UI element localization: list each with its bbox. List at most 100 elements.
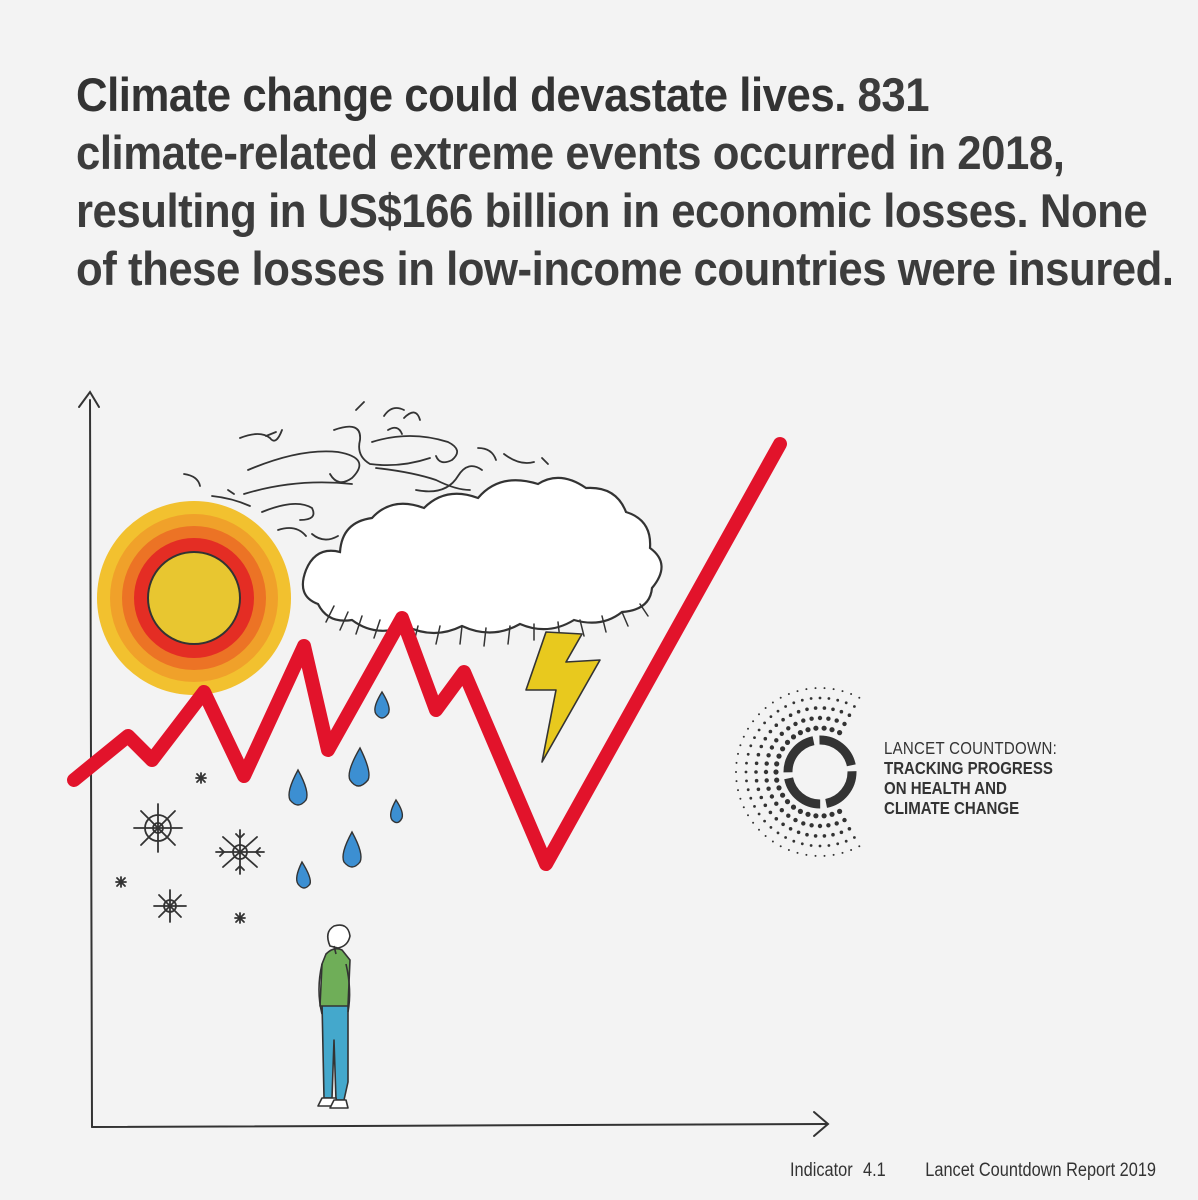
person-shirt — [319, 947, 351, 1007]
logo-dot — [776, 709, 780, 713]
snowflake-icon — [215, 829, 265, 875]
logo-dot — [837, 730, 843, 736]
logo-dot — [805, 832, 809, 837]
logo-dot — [847, 827, 852, 831]
logo-dot — [784, 705, 787, 708]
logo-dot — [831, 707, 835, 712]
logo-dot — [836, 698, 840, 702]
logo-dot — [774, 817, 779, 821]
logo-dot — [831, 832, 835, 837]
logo-dot — [809, 697, 813, 700]
x-axis-arrow — [813, 1111, 830, 1137]
logo-dot — [758, 713, 760, 716]
logo-dot — [818, 844, 822, 848]
logo-dot — [858, 845, 861, 848]
logo-dot — [774, 761, 780, 767]
logo-dot — [850, 849, 853, 851]
logo-dot — [784, 836, 787, 839]
headline-line-3: resulting in US$166 billion in economic … — [76, 184, 1148, 237]
small-star-icon — [195, 772, 207, 784]
logo-dot — [759, 795, 764, 800]
logo-dot — [779, 731, 784, 736]
logo-dot — [763, 803, 768, 808]
logo-dot — [823, 687, 826, 690]
sun — [97, 501, 291, 695]
logo-dot — [796, 830, 801, 835]
logo-dot — [809, 844, 813, 847]
logo-dot — [735, 761, 738, 764]
logo-dot — [800, 698, 804, 702]
logo-dot — [841, 851, 844, 854]
logo-dot — [754, 761, 759, 766]
logo-dot — [829, 727, 835, 733]
logo-dot — [756, 752, 761, 757]
person-trousers — [321, 1001, 349, 1101]
logo-dot — [839, 830, 844, 835]
logo-dot — [737, 752, 739, 755]
logo-dot — [809, 716, 814, 721]
logo-dot — [764, 707, 767, 709]
logo-dot — [792, 839, 796, 843]
logo-dot — [744, 770, 748, 774]
logo-dot — [805, 853, 808, 856]
lightning-bolt-icon — [525, 631, 601, 763]
logo-dot — [773, 769, 779, 775]
x-axis — [91, 1123, 827, 1128]
logo-dot — [844, 839, 848, 843]
logo-dot — [737, 789, 739, 792]
logo-dot — [796, 709, 801, 714]
logo-dot — [834, 821, 839, 826]
logo-dot — [774, 801, 779, 806]
logo-dot — [735, 771, 737, 773]
logo-dot — [788, 827, 793, 831]
raindrop-icon — [295, 860, 312, 889]
logo-dot — [753, 805, 756, 808]
logo-dot — [757, 728, 761, 732]
logo-dot — [793, 721, 798, 727]
logo-dot — [754, 770, 758, 774]
logo-dot — [771, 840, 774, 843]
lancet-logo-icon — [735, 687, 861, 857]
logo-dot — [787, 849, 790, 851]
logo-dot — [805, 727, 811, 733]
logo-dot — [766, 786, 771, 791]
logo-dot — [781, 822, 785, 827]
logo-line-2: TRACKING PROGRESS — [884, 758, 1053, 778]
logo-dot — [801, 821, 806, 826]
logo-dot — [826, 716, 831, 721]
cloud-hatching — [325, 603, 649, 647]
headline-line-4: of these losses in low-income countries … — [76, 242, 1174, 295]
logo-dot — [837, 808, 843, 814]
report-title: Lancet Countdown Report 2019 — [925, 1160, 1157, 1181]
raindrop-icon — [374, 690, 390, 719]
person-head — [326, 924, 351, 949]
cloud-outline — [301, 476, 663, 635]
logo-dot — [781, 717, 785, 722]
logo-dot — [858, 696, 861, 699]
logo-dot — [790, 734, 797, 740]
logo-dot — [832, 688, 835, 691]
logo-dot — [787, 693, 790, 695]
snowflake-icon — [153, 889, 187, 923]
logo-dot — [757, 812, 761, 816]
logo-dot — [769, 745, 775, 750]
logo-dot — [763, 769, 769, 775]
logo-dot — [847, 713, 852, 717]
logo-dot — [768, 729, 773, 734]
logo-dot — [739, 797, 742, 800]
logo-dot — [784, 739, 791, 745]
logo-dot — [853, 705, 856, 708]
logo-dot — [769, 826, 773, 829]
headline-line-1-rest: 831 — [845, 68, 930, 121]
logo-dot — [817, 715, 823, 721]
logo-dot — [805, 688, 808, 691]
logo-dot — [842, 721, 847, 727]
logo-dot — [764, 761, 769, 766]
logo-dot — [752, 720, 755, 723]
logo-dot — [823, 854, 826, 857]
logo-dot — [800, 842, 804, 846]
logo-dot — [774, 723, 779, 727]
logo-dot — [827, 697, 831, 700]
snowflake-icon — [133, 803, 183, 853]
small-star-icon — [115, 876, 127, 888]
